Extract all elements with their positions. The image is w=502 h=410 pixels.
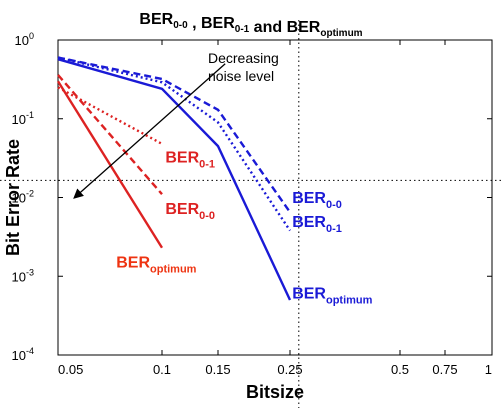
x-tick-label: 0.1: [153, 362, 171, 377]
noise-annotation: Decreasing noise level: [73, 50, 279, 199]
label-blue-0-0: BER0-0: [292, 190, 342, 211]
crosshair: [0, 20, 502, 408]
y-axis-label: Bit Error Rate: [3, 139, 23, 256]
annotation-line: Decreasing: [208, 50, 279, 66]
x-tick-label: 0.15: [205, 362, 230, 377]
x-tick-label: 0.5: [391, 362, 409, 377]
label-blue-0-1: BER0-1: [292, 214, 342, 235]
axis-ticks: 0.05 0.1 0.15 0.25 0.5 0.75 1 100 10-1 10-2 10-3 10…: [12, 31, 493, 377]
y-tick-label: 10-4: [12, 346, 34, 363]
label-red-optimum: BERoptimum: [116, 254, 196, 275]
series-red-0-0: [57, 74, 163, 195]
annotation-line: noise level: [208, 68, 274, 84]
title-text: BER0-0 , BER0-1 and BERoptimum: [139, 11, 362, 39]
y-tick-label: 10-2: [12, 189, 34, 206]
x-tick-label: 1: [485, 362, 492, 377]
label-blue-optimum: BERoptimum: [292, 286, 372, 307]
x-tick-label: 0.25: [277, 362, 302, 377]
label-red-0-0: BER0-0: [165, 201, 215, 222]
x-axis-label: Bitsize: [246, 382, 304, 402]
x-tick-label: 0.05: [58, 362, 83, 377]
chart-title: BER0-0 , BER0-1 and BERoptimum: [139, 11, 362, 39]
noise-arrow: [73, 63, 226, 199]
series-labels: BER0-1 BER0-0 BERoptimum BER0-0 BER0-1 BERopt…: [116, 149, 372, 306]
label-red-0-1: BER0-1: [165, 149, 215, 170]
y-tick-label: 10-1: [12, 110, 34, 127]
plot-area: [57, 39, 493, 356]
x-tick-label: 0.75: [432, 362, 457, 377]
y-tick-label: 100: [15, 31, 34, 48]
series-blue-0-1: [57, 56, 291, 232]
series-red-optimum: [56, 80, 164, 249]
y-tick-label: 10-3: [12, 267, 34, 284]
series-blue-optimum: [57, 58, 292, 301]
